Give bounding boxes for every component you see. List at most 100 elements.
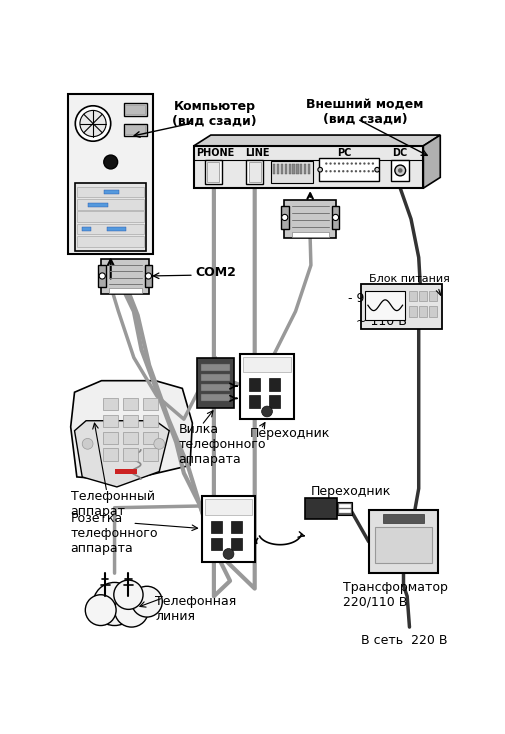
- Text: Внешний модем
(вид сзади): Внешний модем (вид сзади): [306, 98, 423, 126]
- Polygon shape: [71, 381, 192, 481]
- Bar: [123, 448, 138, 461]
- Circle shape: [359, 170, 361, 172]
- Circle shape: [317, 167, 322, 172]
- Circle shape: [85, 595, 116, 625]
- Bar: [123, 398, 138, 410]
- Bar: [336, 502, 352, 515]
- Bar: [284, 164, 286, 174]
- Circle shape: [104, 155, 118, 169]
- Bar: [200, 393, 230, 401]
- Bar: [77, 186, 143, 197]
- Circle shape: [354, 162, 357, 164]
- Bar: [200, 374, 230, 381]
- Text: В сеть  220 В: В сеть 220 В: [360, 634, 446, 647]
- Bar: [77, 236, 143, 247]
- Bar: [269, 396, 280, 407]
- Bar: [200, 384, 230, 390]
- Circle shape: [341, 162, 344, 164]
- Bar: [107, 228, 126, 231]
- Circle shape: [223, 548, 233, 559]
- Bar: [123, 415, 138, 427]
- Text: ~ 110 В: ~ 110 В: [355, 315, 406, 328]
- Bar: [77, 211, 143, 222]
- Polygon shape: [193, 135, 439, 146]
- Circle shape: [281, 214, 287, 220]
- Bar: [419, 291, 426, 302]
- Bar: [143, 415, 158, 427]
- Bar: [338, 509, 350, 513]
- Bar: [364, 291, 404, 320]
- Bar: [304, 164, 306, 174]
- Bar: [292, 164, 294, 174]
- Text: Розетка
телефонного
аппарата: Розетка телефонного аппарата: [71, 512, 158, 555]
- Circle shape: [341, 170, 344, 172]
- Bar: [143, 448, 158, 461]
- Circle shape: [261, 406, 272, 417]
- Bar: [307, 164, 310, 174]
- Text: DC: DC: [392, 148, 407, 158]
- Circle shape: [80, 110, 106, 137]
- Bar: [143, 398, 158, 410]
- Text: Блок питания: Блок питания: [368, 274, 448, 284]
- Bar: [204, 160, 221, 184]
- Circle shape: [345, 162, 348, 164]
- Text: Переходник: Переходник: [249, 427, 329, 440]
- Bar: [104, 190, 119, 195]
- Bar: [230, 538, 241, 550]
- Circle shape: [337, 170, 339, 172]
- Bar: [200, 364, 230, 371]
- Circle shape: [350, 162, 352, 164]
- Bar: [429, 291, 436, 302]
- Circle shape: [367, 170, 369, 172]
- Text: Компьютер
(вид сзади): Компьютер (вид сзади): [172, 100, 257, 128]
- Bar: [103, 432, 118, 444]
- Circle shape: [367, 162, 369, 164]
- Circle shape: [345, 170, 348, 172]
- Bar: [277, 164, 279, 174]
- Bar: [74, 183, 146, 250]
- Text: - 9 В: - 9 В: [347, 292, 376, 305]
- Bar: [211, 521, 221, 533]
- Circle shape: [333, 170, 335, 172]
- Circle shape: [75, 106, 111, 141]
- Bar: [82, 228, 91, 231]
- Circle shape: [354, 170, 357, 172]
- Bar: [249, 396, 260, 407]
- Circle shape: [337, 162, 339, 164]
- Text: Телефонный
аппарат: Телефонный аппарат: [71, 490, 155, 518]
- Text: LINE: LINE: [244, 148, 269, 158]
- Text: COM2: COM2: [195, 266, 236, 280]
- Bar: [318, 158, 378, 181]
- Circle shape: [363, 162, 365, 164]
- Circle shape: [359, 162, 361, 164]
- Circle shape: [325, 162, 327, 164]
- Bar: [360, 285, 441, 329]
- Bar: [77, 224, 143, 234]
- Bar: [211, 538, 221, 550]
- Bar: [68, 94, 153, 255]
- Bar: [143, 432, 158, 444]
- Bar: [291, 232, 328, 236]
- Circle shape: [114, 593, 148, 627]
- Bar: [248, 162, 261, 182]
- Bar: [109, 288, 141, 293]
- Circle shape: [82, 438, 93, 449]
- Bar: [429, 306, 436, 317]
- Text: PC: PC: [336, 148, 350, 158]
- Bar: [246, 160, 263, 184]
- Bar: [382, 514, 423, 523]
- Bar: [288, 164, 290, 174]
- Circle shape: [329, 170, 331, 172]
- Bar: [115, 469, 137, 474]
- Circle shape: [333, 162, 335, 164]
- Bar: [249, 378, 260, 390]
- Circle shape: [350, 170, 352, 172]
- Text: Телефонная
линия: Телефонная линия: [155, 595, 236, 622]
- Bar: [124, 123, 146, 136]
- Bar: [239, 354, 293, 419]
- Circle shape: [371, 162, 373, 164]
- Bar: [390, 160, 409, 181]
- Circle shape: [397, 168, 402, 172]
- Text: PHONE: PHONE: [196, 148, 234, 158]
- Bar: [144, 265, 152, 287]
